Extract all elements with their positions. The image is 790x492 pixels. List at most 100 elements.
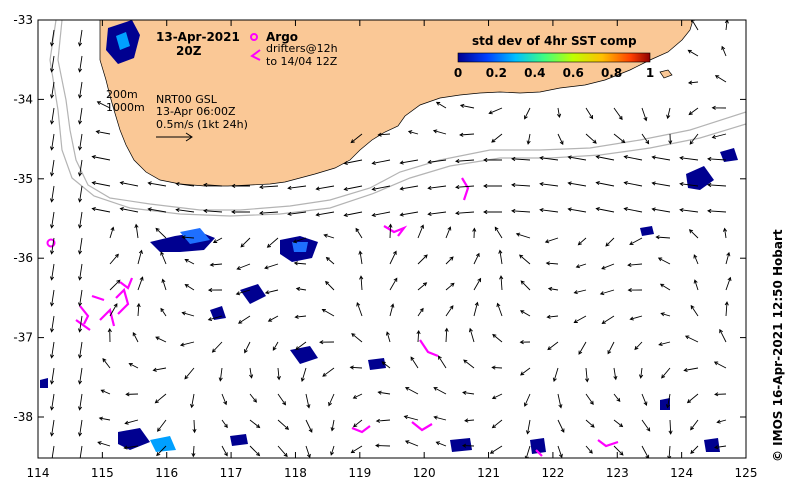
current-arrow [667, 445, 672, 458]
current-arrow [668, 133, 673, 145]
current-arrow [315, 185, 335, 191]
current-arrow [389, 250, 397, 265]
current-arrow [519, 254, 531, 265]
current-arrow [95, 129, 111, 135]
current-arrow [496, 302, 503, 317]
current-arrow [154, 393, 167, 404]
current-arrow [713, 445, 727, 450]
current-arrow [295, 341, 307, 351]
current-arrow [556, 107, 562, 119]
current-arrow [352, 419, 363, 428]
current-arrow [511, 156, 531, 162]
current-arrow [51, 445, 55, 458]
colorbar-tick-label: 0.4 [524, 66, 545, 80]
current-arrow [641, 107, 648, 122]
current-arrow [519, 340, 531, 345]
current-arrow [455, 159, 475, 164]
colorbar-tick-label: 0.6 [563, 66, 584, 80]
current-arrow [49, 159, 55, 177]
current-arrow [49, 107, 55, 125]
current-arrow [235, 289, 251, 296]
current-arrow [259, 210, 279, 216]
current-arrow [49, 211, 55, 229]
drifters-label-2: to 14/04 12Z [266, 55, 338, 68]
current-arrow [147, 181, 167, 187]
current-arrow [523, 393, 531, 407]
current-arrow [343, 185, 363, 192]
current-arrow [725, 276, 732, 291]
current-arrow [249, 367, 254, 379]
current-arrow [207, 315, 223, 322]
current-arrow [455, 211, 475, 216]
current-arrow [123, 445, 139, 450]
current-arrow [381, 361, 391, 369]
current-arrow [136, 302, 141, 317]
current-arrow [404, 440, 419, 447]
current-arrow [585, 107, 594, 120]
current-arrow [181, 235, 195, 240]
current-arrow [343, 159, 363, 166]
current-arrow [77, 107, 83, 125]
current-arrow [679, 155, 699, 161]
current-arrow [689, 133, 699, 145]
current-vectors [49, 20, 732, 458]
x-tick-label: 114 [27, 466, 50, 480]
current-arrow [349, 365, 363, 370]
current-arrow [277, 419, 290, 430]
current-arrow [595, 180, 615, 187]
current-arrow [305, 419, 313, 433]
current-arrow [410, 356, 419, 369]
y-tick-label: -37 [13, 331, 33, 345]
current-arrow [683, 367, 699, 373]
source-label: NRT00 GSL [156, 93, 218, 106]
current-arrow [417, 224, 425, 239]
current-arrow [665, 393, 671, 409]
current-arrow [259, 184, 279, 190]
current-arrow [97, 441, 111, 447]
current-arrow [325, 256, 335, 265]
current-arrow [511, 208, 531, 214]
current-arrow [557, 419, 565, 433]
current-arrow [552, 367, 559, 382]
current-arrow [435, 441, 447, 447]
current-arrow [375, 418, 391, 423]
current-arrow [300, 367, 307, 383]
current-arrow [463, 359, 475, 369]
current-arrow [605, 237, 615, 247]
current-arrow [100, 389, 111, 395]
current-arrow [545, 261, 559, 266]
current-arrow [221, 393, 228, 406]
current-arrow [322, 367, 335, 377]
current-arrow [585, 393, 594, 405]
current-arrow [651, 181, 671, 187]
current-arrow [388, 223, 393, 239]
current-arrow [175, 207, 195, 213]
current-arrow [557, 393, 563, 409]
current-arrow [102, 358, 111, 369]
current-arrow [520, 367, 531, 376]
current-arrow [433, 387, 447, 395]
current-arrow [181, 311, 195, 317]
current-arrow [79, 445, 83, 458]
isobath-label-1000: 1000m [106, 101, 145, 114]
current-arrow [661, 367, 671, 379]
current-arrow [91, 180, 111, 187]
colorbar [457, 52, 651, 63]
scale-label: 0.5m/s (1kt 24h) [156, 118, 248, 131]
current-arrow [585, 419, 595, 428]
current-arrow [489, 445, 503, 454]
isobath-1000m [49, 20, 746, 217]
current-arrow [468, 327, 475, 343]
current-arrow [160, 251, 167, 265]
current-arrow [109, 303, 118, 317]
current-arrow [444, 327, 449, 343]
drifters-label-1: drifters@12h [266, 42, 338, 55]
current-arrow [175, 181, 195, 187]
current-arrow [156, 445, 167, 457]
current-arrow [623, 180, 643, 187]
current-arrow [433, 415, 447, 421]
current-arrow [613, 393, 621, 403]
current-arrow [96, 101, 111, 109]
current-arrow [109, 226, 115, 239]
